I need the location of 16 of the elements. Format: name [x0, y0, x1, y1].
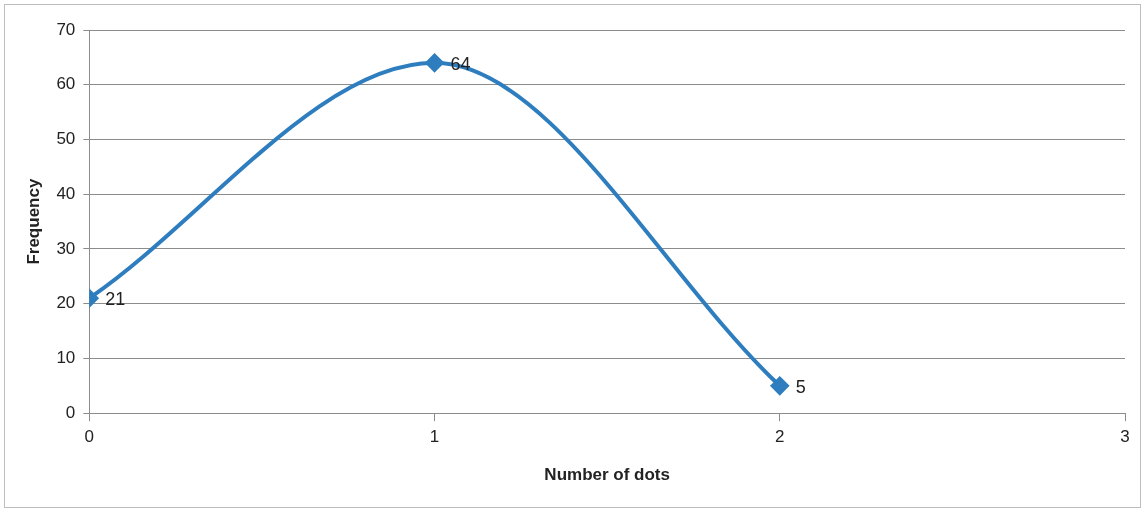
x-tick-label: 3	[1120, 427, 1130, 447]
x-tick-label: 1	[429, 427, 440, 447]
y-tick-label: 50	[56, 129, 76, 149]
y-tick-label: 20	[56, 293, 76, 313]
x-axis-title: Number of dots	[544, 465, 670, 485]
x-tick-label: 0	[84, 427, 95, 447]
x-tick-label: 2	[775, 427, 785, 447]
y-tick-label: 70	[56, 19, 76, 39]
y-tick-label: 60	[56, 74, 76, 94]
y-axis-title: Frequency	[23, 178, 43, 265]
y-tick-label: 30	[56, 238, 76, 258]
y-tick-label: 10	[56, 348, 76, 368]
data-label: 21	[105, 289, 126, 310]
data-label: 5	[795, 376, 806, 397]
y-tick-label: 40	[56, 183, 76, 203]
y-tick-label: 0	[65, 402, 76, 422]
